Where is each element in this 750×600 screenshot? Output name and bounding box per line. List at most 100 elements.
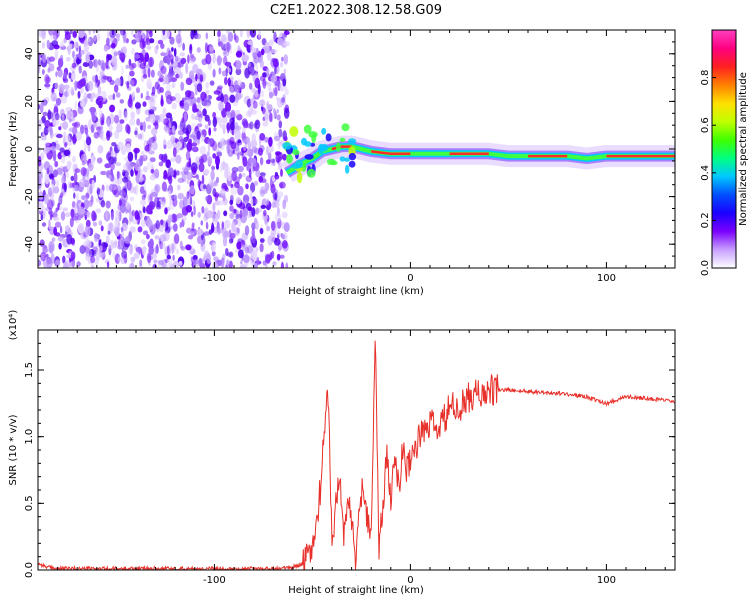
noise-blob — [131, 39, 137, 45]
noise-blob — [106, 130, 113, 138]
noise-blob — [41, 100, 47, 107]
noise-blob — [38, 65, 41, 71]
noise-blob — [271, 49, 278, 54]
noise-blob — [63, 149, 71, 157]
noise-blob — [46, 257, 53, 268]
noise-blob — [108, 174, 112, 180]
noise-blob — [262, 121, 269, 127]
noise-blob — [219, 140, 225, 151]
noise-blob — [96, 187, 101, 196]
noise-blob — [55, 144, 61, 151]
noise-blob — [69, 262, 75, 267]
noise-blob — [70, 86, 75, 95]
noise-blob — [87, 80, 94, 92]
noise-blob — [113, 51, 118, 57]
noise-blob — [256, 257, 260, 266]
noise-blob — [88, 200, 93, 207]
noise-blob — [127, 125, 131, 135]
noise-blob — [70, 251, 76, 260]
noise-blob — [63, 183, 67, 193]
noise-blob — [129, 79, 135, 88]
noise-blob — [163, 170, 168, 179]
noise-blob — [198, 162, 205, 173]
noise-blob — [242, 254, 250, 264]
noise-blob — [71, 62, 77, 69]
noise-blob — [259, 133, 266, 141]
noise-blob — [108, 222, 114, 232]
noise-blob — [146, 161, 154, 171]
noise-blob — [259, 157, 264, 166]
noise-blob — [61, 175, 67, 185]
noise-blob — [119, 99, 125, 104]
noise-blob — [125, 171, 129, 178]
noise-blob — [171, 82, 176, 89]
noise-blob — [90, 92, 96, 99]
noise-blob — [47, 126, 53, 132]
noise-blob — [48, 244, 54, 254]
noise-blob — [50, 92, 57, 102]
noise-blob — [157, 77, 164, 83]
noise-blob — [259, 186, 266, 197]
noise-blob — [170, 135, 176, 144]
noise-blob — [216, 227, 224, 234]
noise-blob — [192, 222, 195, 228]
onset-blob — [307, 168, 316, 178]
noise-blob — [266, 67, 270, 77]
noise-blob — [202, 184, 207, 190]
onset-blob — [348, 160, 356, 168]
noise-blob — [111, 142, 117, 147]
noise-blob — [174, 55, 179, 62]
noise-blob — [192, 254, 198, 261]
noise-blob — [259, 75, 266, 82]
x-tick-label: 0 — [407, 575, 413, 586]
noise-blob — [114, 84, 119, 93]
noise-blob — [98, 245, 103, 253]
noise-blob — [227, 68, 231, 73]
noise-blob — [158, 161, 164, 167]
noise-blob — [142, 38, 145, 48]
noise-blob — [212, 262, 219, 268]
noise-blob — [114, 130, 120, 139]
noise-blob — [58, 83, 65, 94]
noise-blob — [149, 174, 156, 181]
noise-blob — [100, 225, 104, 232]
noise-blob — [42, 111, 48, 117]
noise-blob — [163, 75, 169, 85]
onset-blob — [339, 137, 346, 142]
noise-blob — [253, 180, 259, 186]
noise-blob — [169, 225, 173, 230]
noise-blob — [150, 168, 155, 174]
noise-blob — [147, 83, 152, 90]
y-tick-label: -20 — [24, 188, 35, 204]
noise-blob — [233, 208, 237, 214]
noise-blob — [154, 245, 159, 254]
noise-blob — [169, 196, 172, 207]
spectrogram-plot-area — [38, 30, 675, 268]
noise-blob — [265, 261, 268, 268]
noise-blob — [45, 76, 51, 84]
noise-blob — [241, 138, 248, 144]
noise-blob — [154, 122, 159, 130]
noise-blob — [150, 188, 157, 198]
noise-blob — [90, 264, 95, 268]
noise-blob — [212, 53, 216, 64]
noise-blob — [95, 82, 99, 87]
noise-blob — [276, 142, 284, 147]
noise-blob — [49, 34, 57, 41]
noise-blob — [187, 54, 190, 64]
noise-blob — [116, 123, 123, 133]
noise-blob — [185, 244, 192, 251]
noise-blob — [166, 254, 171, 260]
noise-blob — [167, 245, 170, 256]
noise-blob — [278, 155, 282, 161]
noise-blob — [223, 210, 228, 217]
noise-blob — [38, 191, 45, 200]
noise-blob — [231, 131, 235, 136]
noise-blob — [87, 186, 90, 195]
onset-blob — [282, 142, 292, 150]
spectrogram-ticks: -100 0 100 -40 -20 0 20 40 — [24, 29, 675, 284]
noise-blob — [139, 199, 147, 206]
noise-blob — [58, 195, 63, 206]
noise-blob — [265, 159, 271, 165]
noise-blob — [38, 176, 41, 184]
